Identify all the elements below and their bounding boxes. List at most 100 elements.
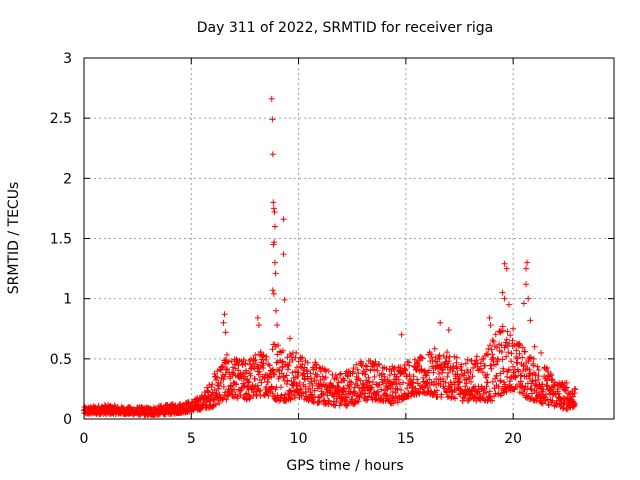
data-point [220, 383, 227, 390]
data-point [505, 366, 512, 373]
data-point [523, 373, 530, 380]
data-point [443, 389, 450, 396]
data-point [350, 365, 357, 372]
data-point [243, 396, 250, 403]
x-tick-label: 10 [290, 431, 308, 447]
data-point [255, 371, 262, 378]
data-point [407, 376, 414, 383]
data-point [480, 355, 487, 362]
data-point [222, 329, 229, 336]
data-point [395, 376, 402, 383]
data-point [285, 362, 292, 369]
data-point [214, 374, 221, 381]
data-point [458, 361, 465, 368]
data-point [289, 369, 296, 376]
y-tick-labels: 0 0.5 1 1.5 2 2.5 3 [50, 51, 72, 428]
data-point [233, 380, 240, 387]
data-point [486, 314, 493, 321]
data-point [254, 382, 261, 389]
data-point [280, 374, 287, 381]
data-point [365, 374, 372, 381]
data-point [517, 378, 524, 385]
data-point [220, 395, 227, 402]
data-point [423, 372, 430, 379]
data-point [526, 354, 533, 361]
data-point [403, 373, 410, 380]
data-point [539, 400, 546, 407]
data-point [554, 397, 561, 404]
data-point [402, 366, 409, 373]
data-point [523, 281, 530, 288]
data-point [404, 385, 411, 392]
data-point [271, 259, 278, 266]
data-point [309, 382, 316, 389]
data-point [227, 375, 234, 382]
data-point [436, 352, 443, 359]
data-point [211, 387, 218, 394]
data-point [247, 356, 254, 363]
data-point [468, 378, 475, 385]
data-point [516, 350, 523, 357]
data-point [286, 335, 293, 342]
data-point [473, 353, 480, 360]
data-point [453, 359, 460, 366]
data-point [217, 379, 224, 386]
data-point [344, 372, 351, 379]
data-point [297, 355, 304, 362]
data-point [418, 368, 425, 375]
data-point [495, 391, 502, 398]
data-point [269, 287, 276, 294]
data-point [406, 371, 413, 378]
data-point [325, 368, 332, 375]
data-point [386, 371, 393, 378]
data-point [497, 329, 504, 336]
data-point [467, 369, 474, 376]
data-point [355, 398, 362, 405]
data-point [503, 265, 510, 272]
data-point [462, 360, 469, 367]
data-point [212, 401, 219, 408]
data-point [453, 354, 460, 361]
data-point [386, 378, 393, 385]
data-point [534, 376, 541, 383]
data-point [268, 95, 275, 102]
data-point [243, 369, 250, 376]
data-point [381, 373, 388, 380]
data-point [501, 260, 508, 267]
data-point [500, 365, 507, 372]
data-point [445, 326, 452, 333]
data-point [398, 369, 405, 376]
data-point [442, 358, 449, 365]
data-point [415, 362, 422, 369]
x-tick-label: 5 [187, 431, 196, 447]
data-point [304, 368, 311, 375]
data-point [437, 319, 444, 326]
data-point [322, 400, 329, 407]
data-point [397, 387, 404, 394]
data-point [464, 397, 471, 404]
data-point [401, 390, 408, 397]
data-point [246, 395, 253, 402]
data-point [316, 398, 323, 405]
data-point [519, 382, 526, 389]
data-point [247, 372, 254, 379]
data-point [242, 360, 249, 367]
data-point [334, 382, 341, 389]
data-point [235, 367, 242, 374]
data-point [325, 397, 332, 404]
data-point [393, 380, 400, 387]
data-point [490, 338, 497, 345]
data-point [284, 366, 291, 373]
data-point [535, 372, 542, 379]
data-point [288, 353, 295, 360]
data-point [315, 399, 322, 406]
data-point [269, 390, 276, 397]
data-point [433, 362, 440, 369]
data-point [461, 370, 468, 377]
data-point [540, 386, 547, 393]
data-point [271, 223, 278, 230]
data-point [403, 373, 410, 380]
data-point [503, 336, 510, 343]
data-point [310, 398, 317, 405]
